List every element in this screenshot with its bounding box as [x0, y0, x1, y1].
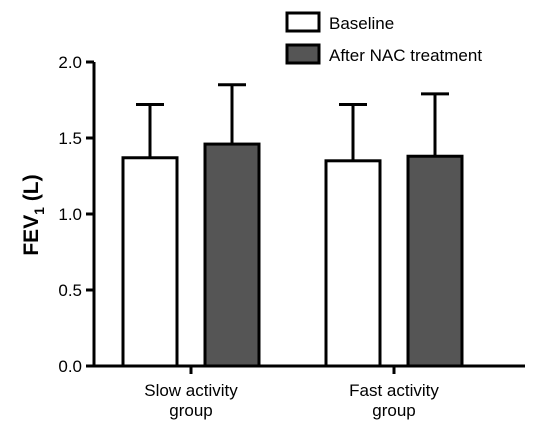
x-category-label: group [169, 401, 212, 420]
y-axis-label: FEV1 (L) [20, 174, 47, 255]
y-axis: 0.0 0.5 1.0 1.5 2.0 [58, 53, 96, 376]
y-axis-label-subscript: 1 [31, 207, 47, 215]
y-tick-label: 1.5 [58, 129, 82, 148]
legend: Baseline After NAC treatment [285, 11, 482, 65]
legend-label: Baseline [329, 14, 394, 33]
y-axis-title: FEV1 (L) [20, 174, 47, 255]
y-tick-label: 1.0 [58, 205, 82, 224]
bar [203, 142, 261, 368]
legend-swatch [285, 43, 321, 65]
x-category-label: Slow activity [144, 381, 238, 400]
legend-swatch [285, 11, 321, 33]
bar [121, 156, 179, 368]
y-tick-label: 0.5 [58, 281, 82, 300]
y-axis-label-suffix: (L) [20, 174, 43, 207]
y-axis-label-main: FEV [20, 215, 43, 256]
bar [406, 154, 464, 368]
bars [121, 83, 464, 368]
legend-label: After NAC treatment [329, 46, 482, 65]
y-tick-label: 2.0 [58, 53, 82, 72]
x-category-label: group [372, 401, 415, 420]
x-category-label: Fast activity [349, 381, 439, 400]
bar [324, 159, 382, 368]
y-tick-label: 0.0 [58, 357, 82, 376]
